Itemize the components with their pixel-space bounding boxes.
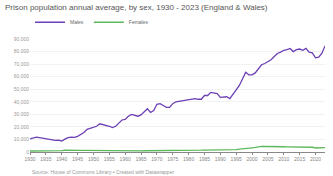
svg-text:80,000: 80,000 [14,48,30,54]
svg-text:30,000: 30,000 [14,111,30,117]
svg-text:1990: 1990 [215,156,226,162]
svg-text:2000: 2000 [246,156,257,162]
svg-text:1965: 1965 [135,156,146,162]
svg-text:1980: 1980 [183,156,194,162]
svg-text:1940: 1940 [56,156,67,162]
svg-text:1945: 1945 [72,156,83,162]
svg-text:Prison population annual avera: Prison population annual average, by sex… [5,3,268,12]
svg-text:60,000: 60,000 [14,73,30,79]
svg-text:50,000: 50,000 [14,86,30,92]
svg-text:Males: Males [70,19,84,25]
svg-text:1950: 1950 [88,156,99,162]
svg-text:1995: 1995 [231,156,242,162]
svg-text:2010: 2010 [278,156,289,162]
svg-text:1930: 1930 [24,156,35,162]
svg-text:1955: 1955 [104,156,115,162]
svg-text:2020: 2020 [310,156,321,162]
svg-text:0: 0 [26,149,29,155]
svg-text:1970: 1970 [151,156,162,162]
svg-text:1935: 1935 [40,156,51,162]
svg-text:70,000: 70,000 [14,61,30,67]
svg-text:2015: 2015 [294,156,305,162]
svg-text:1985: 1985 [199,156,210,162]
svg-text:20,000: 20,000 [14,124,30,130]
svg-text:10,000: 10,000 [14,136,30,142]
svg-text:Source: House of Commons Libra: Source: House of Commons Library • Creat… [32,169,174,175]
svg-text:1960: 1960 [120,156,131,162]
svg-text:Females: Females [129,19,149,25]
svg-text:40,000: 40,000 [14,99,30,105]
svg-text:1975: 1975 [167,156,178,162]
svg-text:2005: 2005 [262,156,273,162]
svg-text:90,000: 90,000 [14,36,30,42]
